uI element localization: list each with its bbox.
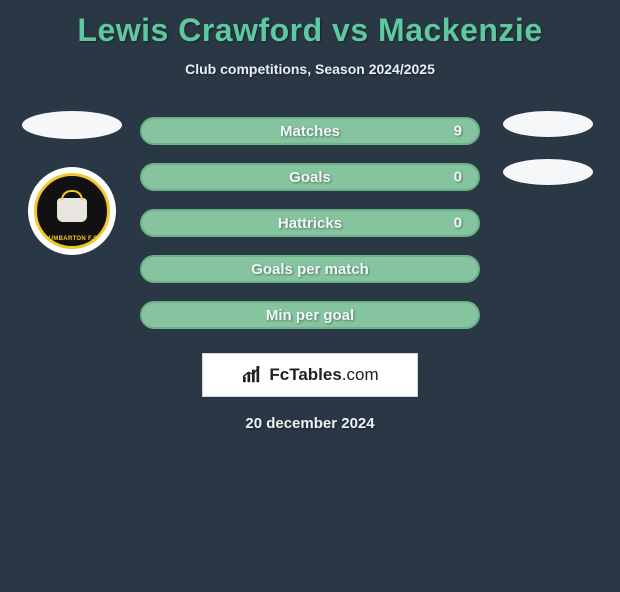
stat-bar-matches: Matches 9 xyxy=(140,117,480,145)
stat-value: 9 xyxy=(454,123,462,140)
stat-label: Goals xyxy=(289,169,331,186)
club-badge-inner: DUMBARTON F.C. xyxy=(34,173,110,249)
elephant-icon xyxy=(57,198,87,222)
stat-label: Hattricks xyxy=(278,215,342,232)
player-avatar-left xyxy=(22,111,122,139)
brand-box[interactable]: FcTables.com xyxy=(202,353,418,397)
stat-bar-goals: Goals 0 xyxy=(140,163,480,191)
brand-suffix: .com xyxy=(342,365,379,384)
stat-bar-goals-per-match: Goals per match xyxy=(140,255,480,283)
brand-text: FcTables.com xyxy=(269,365,378,385)
right-column xyxy=(498,111,598,185)
left-column: DUMBARTON F.C. xyxy=(22,111,122,255)
stat-label: Matches xyxy=(280,123,340,140)
club-badge-text: DUMBARTON F.C. xyxy=(37,236,107,242)
stat-bar-min-per-goal: Min per goal xyxy=(140,301,480,329)
subtitle: Club competitions, Season 2024/2025 xyxy=(0,61,620,77)
stats-column: Matches 9 Goals 0 Hattricks 0 Goals per … xyxy=(140,117,480,329)
stat-label: Goals per match xyxy=(251,261,369,278)
stat-label: Min per goal xyxy=(266,307,354,324)
stat-value: 0 xyxy=(454,169,462,186)
stat-bar-hattricks: Hattricks 0 xyxy=(140,209,480,237)
content-row: DUMBARTON F.C. Matches 9 Goals 0 Hattric… xyxy=(0,117,620,329)
club-badge-left: DUMBARTON F.C. xyxy=(28,167,116,255)
player-avatar-right xyxy=(503,111,593,137)
date-line: 20 december 2024 xyxy=(0,415,620,432)
club-avatar-right xyxy=(503,159,593,185)
stat-value: 0 xyxy=(454,215,462,232)
brand-chart-icon xyxy=(241,366,263,384)
page-title: Lewis Crawford vs Mackenzie xyxy=(0,12,620,49)
brand-name: FcTables xyxy=(269,365,341,384)
